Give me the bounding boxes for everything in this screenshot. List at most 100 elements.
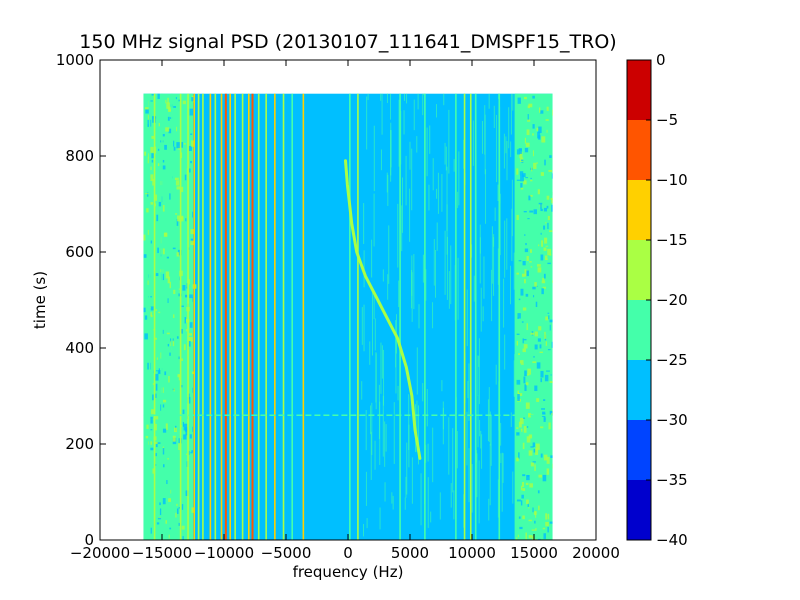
- heatmap-speckle: [547, 222, 549, 230]
- heatmap-speckle: [537, 131, 541, 139]
- heatmap-speckle: [524, 384, 527, 391]
- heatmap-speckle: [516, 537, 518, 540]
- heatmap-speckle: [519, 417, 524, 425]
- heatmap-speckle: [517, 97, 521, 104]
- colorbar-tick-label: −5: [656, 111, 678, 129]
- heatmap-speckle: [147, 280, 149, 285]
- heatmap-speckle: [150, 429, 153, 431]
- heatmap-speckle: [177, 249, 182, 256]
- heatmap-speckle: [520, 360, 524, 364]
- heatmap-speckle: [522, 488, 526, 491]
- heatmap-speckle: [547, 312, 550, 314]
- heatmap-speckle: [540, 172, 544, 176]
- heatmap-speckle: [532, 461, 536, 463]
- heatmap-speckle: [145, 109, 150, 114]
- heatmap-speckle: [178, 288, 181, 290]
- y-axis-label: time (s): [31, 271, 49, 329]
- heatmap-speckle: [546, 195, 550, 200]
- heatmap-speckle: [521, 494, 524, 499]
- heatmap-speckle: [185, 329, 189, 332]
- heatmap-speckle: [167, 116, 170, 121]
- heatmap-speckle: [173, 106, 177, 108]
- heatmap-speckle: [522, 442, 525, 450]
- x-tick-label: −20000: [70, 544, 130, 562]
- heatmap-speckle: [181, 305, 184, 308]
- heatmap-speckle: [535, 301, 538, 308]
- heatmap-speckle: [518, 260, 522, 262]
- heatmap-speckle: [168, 498, 172, 502]
- heatmap-speckle: [524, 234, 526, 236]
- heatmap-speckle: [537, 189, 540, 195]
- heatmap-speckle: [155, 273, 159, 277]
- heatmap-speckle: [546, 205, 549, 209]
- heatmap-speckle: [150, 527, 152, 534]
- heatmap-speckle: [531, 167, 533, 172]
- heatmap-speckle: [534, 520, 536, 524]
- heatmap-speckle: [144, 333, 148, 340]
- heatmap-speckle: [550, 197, 553, 200]
- heatmap-speckle: [549, 324, 551, 331]
- heatmap-speckle: [540, 203, 542, 209]
- heatmap-speckle: [162, 498, 166, 505]
- heatmap-speckle: [155, 442, 158, 448]
- heatmap-speckle: [549, 319, 553, 323]
- heatmap-speckle: [169, 193, 171, 200]
- heatmap-speckle: [546, 456, 550, 464]
- heatmap-speckle: [528, 103, 533, 108]
- heatmap-speckle: [524, 248, 529, 253]
- x-tick-label: 20000: [572, 544, 620, 562]
- heatmap-speckle: [528, 413, 531, 418]
- colorbar-band-2: [627, 360, 651, 420]
- heatmap-speckle: [528, 519, 532, 522]
- heatmap-speckle: [152, 394, 154, 401]
- heatmap-speckle: [537, 267, 542, 273]
- heatmap-speckle: [520, 485, 523, 491]
- heatmap-speckle: [533, 209, 537, 215]
- y-tick-label: 800: [65, 147, 94, 165]
- heatmap-speckle: [535, 448, 539, 455]
- heatmap-speckle: [521, 363, 524, 365]
- heatmap-speckle: [163, 464, 165, 468]
- heatmap-speckle: [552, 109, 553, 116]
- heatmap-speckle: [545, 119, 549, 121]
- heatmap-speckle: [543, 225, 546, 230]
- heatmap-speckle: [522, 348, 526, 353]
- heatmap-speckle: [522, 515, 525, 520]
- colorbar-tick-label: −30: [656, 411, 688, 429]
- x-tick-label: −10000: [194, 544, 254, 562]
- heatmap-speckle: [167, 97, 169, 104]
- heatmap-speckle: [181, 186, 184, 193]
- heatmap-speckle: [544, 374, 549, 382]
- heatmap-speckle: [536, 362, 541, 369]
- heatmap-speckle: [527, 474, 530, 477]
- heatmap-speckle: [533, 356, 535, 358]
- heatmap-speckle: [525, 532, 527, 540]
- heatmap-speckle: [528, 434, 533, 439]
- heatmap-speckle: [524, 370, 527, 377]
- heatmap-speckle: [185, 428, 189, 436]
- heatmap-speckle: [536, 398, 540, 402]
- heatmap-speckle: [150, 146, 154, 153]
- heatmap-speckle: [167, 298, 169, 304]
- heatmap-speckle: [156, 522, 160, 525]
- heatmap-speckle: [520, 183, 523, 188]
- heatmap-speckle: [190, 238, 194, 243]
- heatmap-speckle: [532, 361, 537, 364]
- heatmap-speckle: [516, 214, 519, 220]
- heatmap-speckle: [521, 159, 524, 162]
- heatmap-speckle: [543, 207, 548, 212]
- heatmap-speckle: [530, 266, 533, 268]
- heatmap-speckle: [522, 273, 526, 277]
- heatmap-speckle: [165, 127, 170, 132]
- heatmap-speckle: [182, 421, 184, 427]
- heatmap-speckle: [175, 180, 180, 186]
- heatmap-speckle: [175, 512, 177, 518]
- heatmap-speckle: [152, 468, 155, 474]
- heatmap-speckle: [515, 427, 519, 429]
- heatmap-speckle: [545, 341, 547, 346]
- heatmap-speckle: [162, 205, 165, 212]
- heatmap-speckle: [525, 177, 529, 179]
- heatmap-speckle: [182, 285, 186, 291]
- x-tick-label: −5000: [261, 544, 312, 562]
- heatmap-speckle: [150, 202, 154, 205]
